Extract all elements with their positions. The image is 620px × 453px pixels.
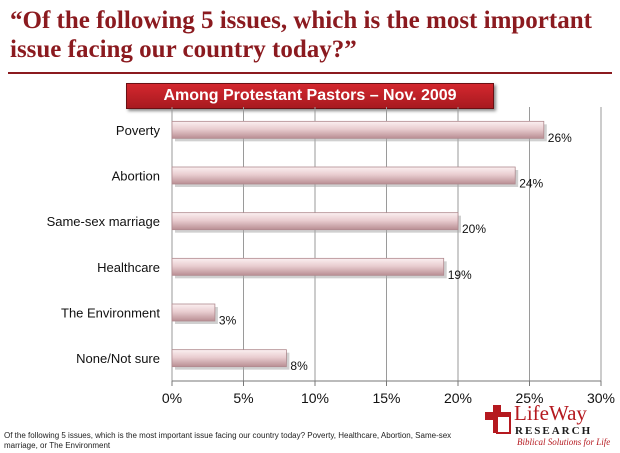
chart-title: “Of the following 5 issues, which is the… [10,7,592,63]
data-label: 8% [290,359,308,373]
subtitle-banner: Among Protestant Pastors – Nov. 2009 [126,83,494,109]
title-divider [8,72,612,74]
bar [171,303,216,322]
bar [171,349,287,368]
bar [171,166,516,185]
logo-name: LifeWay [514,401,587,425]
x-tick-label: 20% [444,390,472,406]
x-tick-label: 30% [587,390,615,406]
bar [171,212,459,231]
bars [171,120,547,370]
category-label: The Environment [61,306,160,321]
labels: 0% 5% 10% 15% 20% 25% 30% Poverty 26% Abortion 24%… [47,123,615,406]
logo-tagline: Biblical Solutions for Life [517,437,611,447]
logo-cross-icon [485,405,511,434]
data-label: 19% [448,268,472,282]
category-label: Poverty [116,123,161,138]
x-tick-label: 15% [372,390,400,406]
x-tick-label: 25% [515,390,543,406]
category-label: Same-sex marriage [47,214,160,229]
bar [171,120,545,139]
data-label: 26% [548,131,572,145]
category-label: Abortion [112,169,160,184]
data-label: 24% [519,177,543,191]
footnote: Of the following 5 issues, which is the … [4,431,452,450]
category-label: Healthcare [97,260,160,275]
x-tick-label: 0% [162,390,182,406]
chart-subtitle: Among Protestant Pastors – Nov. 2009 [163,87,457,104]
bar [171,257,445,276]
data-label: 3% [219,314,237,328]
x-tick-label: 5% [233,390,253,406]
data-label: 20% [462,222,486,236]
x-tick-label: 10% [301,390,329,406]
lifeway-research-logo: LifeWay RESEARCH Biblical Solutions for … [484,401,616,449]
logo-research: RESEARCH [515,425,593,437]
category-label: None/Not sure [76,351,160,366]
gridlines [171,107,602,386]
